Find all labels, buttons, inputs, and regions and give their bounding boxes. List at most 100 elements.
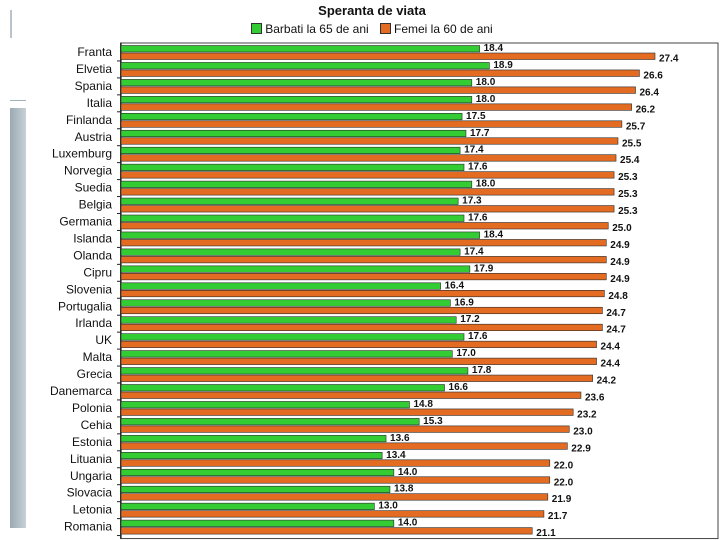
slide-decoration-bar bbox=[10, 108, 26, 528]
bar-women bbox=[120, 256, 607, 264]
legend-item-men: Barbati la 65 de ani bbox=[251, 22, 369, 36]
category-label: Irlanda bbox=[75, 316, 112, 330]
value-label-men: 17.6 bbox=[468, 162, 488, 173]
bar-men bbox=[120, 197, 459, 205]
bar-men bbox=[120, 401, 410, 409]
bar-men bbox=[120, 248, 461, 256]
value-label-women: 24.9 bbox=[610, 274, 630, 285]
value-label-women: 24.4 bbox=[601, 342, 621, 353]
bar-men bbox=[120, 451, 383, 460]
category-label: Slovenia bbox=[66, 282, 112, 296]
category-label: Italia bbox=[87, 96, 113, 110]
value-label-men: 18.4 bbox=[484, 229, 504, 240]
value-label-women: 22.9 bbox=[571, 443, 591, 454]
category-label: Germania bbox=[59, 215, 112, 229]
bar-women bbox=[120, 171, 615, 179]
bar-women bbox=[120, 273, 607, 281]
value-label-men: 15.3 bbox=[423, 416, 443, 427]
value-label-women: 25.3 bbox=[618, 172, 638, 183]
value-label-men: 17.6 bbox=[468, 213, 488, 224]
value-label-men: 16.6 bbox=[449, 382, 469, 393]
bar-women bbox=[120, 154, 617, 162]
value-label-men: 17.0 bbox=[456, 348, 476, 359]
bar-women bbox=[120, 340, 597, 348]
value-label-women: 21.1 bbox=[536, 528, 556, 539]
value-label-women: 26.2 bbox=[636, 104, 656, 115]
value-label-women: 25.5 bbox=[622, 138, 642, 149]
category-label: Islanda bbox=[73, 231, 112, 245]
bar-women bbox=[120, 69, 640, 77]
legend-item-women: Femei la 60 de ani bbox=[380, 22, 493, 36]
value-label-men: 17.4 bbox=[464, 145, 484, 156]
value-label-women: 24.8 bbox=[608, 291, 628, 302]
category-label: Suedia bbox=[75, 181, 113, 195]
value-label-women: 24.2 bbox=[597, 376, 617, 387]
bar-men bbox=[120, 299, 451, 307]
category-label: Franta bbox=[77, 45, 112, 59]
value-label-men: 13.6 bbox=[390, 433, 410, 444]
category-label: UK bbox=[95, 333, 112, 347]
bar-men bbox=[120, 163, 465, 171]
value-label-women: 24.7 bbox=[606, 325, 626, 336]
value-label-men: 17.6 bbox=[468, 331, 488, 342]
value-label-men: 18.9 bbox=[493, 60, 513, 71]
category-label: Spania bbox=[75, 79, 113, 93]
bar-men bbox=[120, 180, 473, 188]
bar-women bbox=[120, 52, 656, 60]
slide-decoration-top bbox=[10, 10, 12, 38]
bar-men bbox=[120, 45, 480, 53]
category-label: Estonia bbox=[72, 435, 112, 449]
bar-men bbox=[120, 231, 480, 239]
value-label-men: 14.8 bbox=[413, 399, 433, 410]
value-label-men: 17.8 bbox=[472, 365, 492, 376]
bar-men bbox=[120, 129, 467, 138]
bar-men bbox=[120, 384, 445, 392]
bar-women bbox=[120, 137, 619, 145]
value-label-men: 17.4 bbox=[464, 246, 484, 257]
bar-men bbox=[120, 214, 465, 222]
bar-men bbox=[120, 502, 375, 510]
category-label: Romania bbox=[64, 520, 112, 534]
bar-women bbox=[120, 86, 636, 94]
value-label-women: 27.4 bbox=[659, 54, 679, 65]
bar-men bbox=[120, 435, 387, 443]
bar-women bbox=[120, 391, 582, 399]
value-label-women: 25.3 bbox=[618, 189, 638, 200]
category-label: Lituania bbox=[70, 452, 112, 466]
value-label-men: 18.0 bbox=[476, 179, 496, 190]
chart-legend: Barbati la 65 de ani Femei la 60 de ani bbox=[26, 22, 718, 36]
category-label: Malta bbox=[83, 350, 113, 364]
bar-men bbox=[120, 468, 395, 477]
category-label: Slovacia bbox=[67, 486, 113, 500]
category-label: Norvegia bbox=[64, 164, 112, 178]
value-label-men: 17.9 bbox=[474, 263, 494, 274]
bar-men bbox=[120, 367, 469, 375]
bar-men bbox=[120, 282, 441, 290]
legend-label-men: Barbati la 65 de ani bbox=[265, 22, 369, 36]
bar-men bbox=[120, 418, 420, 426]
legend-swatch-women bbox=[380, 23, 391, 34]
value-label-men: 13.0 bbox=[378, 501, 398, 512]
value-label-men: 14.0 bbox=[398, 467, 418, 478]
value-label-men: 18.4 bbox=[484, 43, 504, 54]
value-label-women: 23.0 bbox=[573, 426, 593, 437]
bar-men bbox=[120, 113, 463, 121]
bar-men bbox=[120, 519, 395, 527]
value-label-women: 22.0 bbox=[554, 460, 574, 471]
bar-men bbox=[120, 316, 457, 324]
bar-women bbox=[120, 357, 597, 365]
bar-women bbox=[120, 323, 603, 332]
bar-men bbox=[120, 96, 473, 104]
legend-label-women: Femei la 60 de ani bbox=[394, 22, 493, 36]
category-label: Olanda bbox=[73, 248, 112, 262]
bar-women bbox=[120, 120, 623, 128]
value-label-women: 23.6 bbox=[585, 393, 605, 404]
bar-women bbox=[120, 188, 615, 196]
chart-title: Speranta de viata bbox=[318, 3, 426, 18]
value-label-women: 21.7 bbox=[548, 511, 568, 522]
value-label-women: 21.9 bbox=[552, 494, 572, 505]
bar-women bbox=[120, 459, 551, 467]
value-label-men: 14.0 bbox=[398, 518, 418, 529]
value-label-women: 24.9 bbox=[610, 257, 630, 268]
